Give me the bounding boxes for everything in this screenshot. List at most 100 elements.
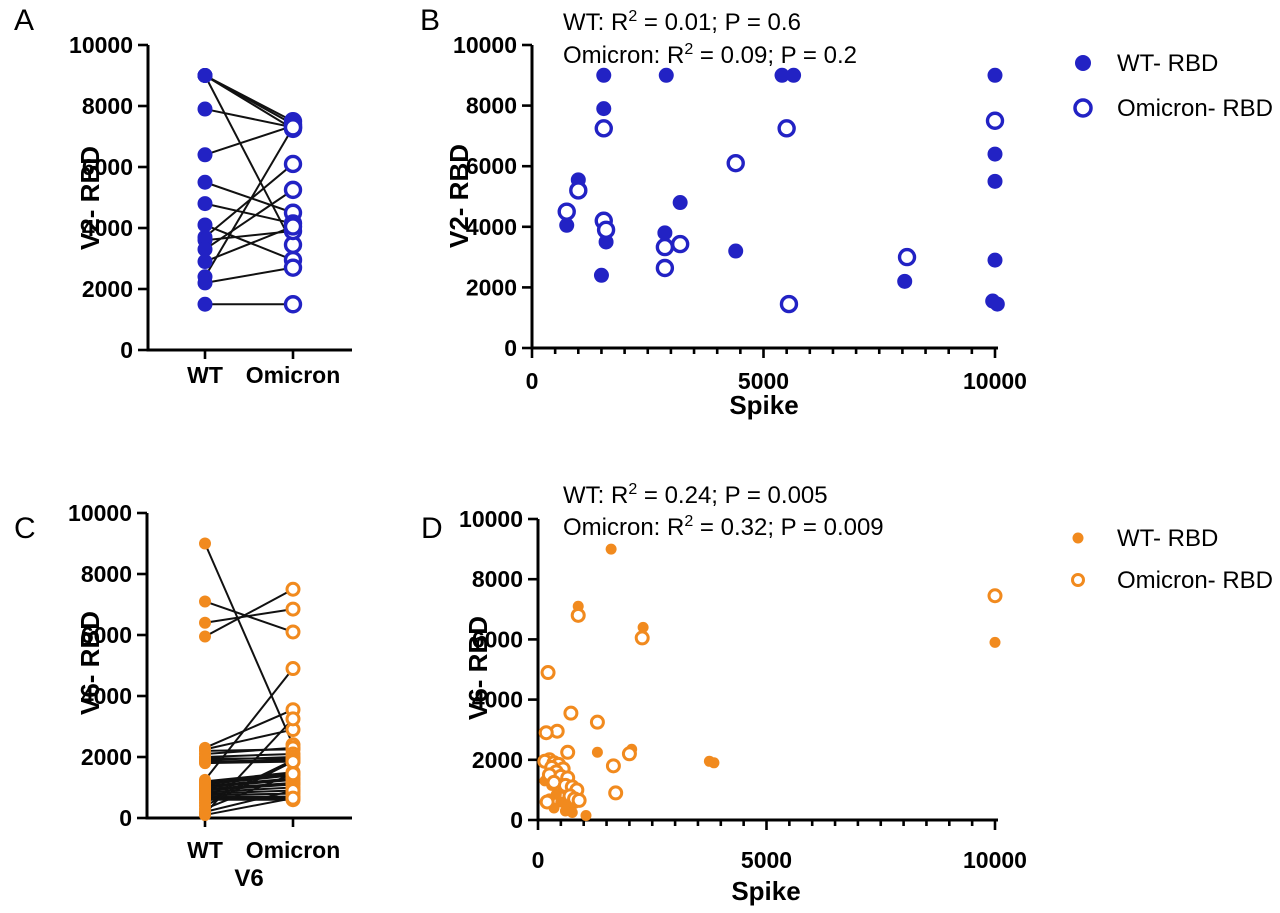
- data-point-wt: [605, 543, 617, 555]
- pair-line: [204, 667, 294, 781]
- data-point-wt: [197, 101, 213, 117]
- data-point-wt: [658, 67, 674, 83]
- pair-line: [204, 708, 294, 749]
- data-point-wt: [197, 254, 213, 270]
- y-tick-label: 4000: [81, 683, 132, 709]
- y-tick-label: 0: [504, 335, 517, 361]
- legend-open-marker: [1073, 98, 1093, 118]
- panel-letter-A: A: [14, 4, 34, 37]
- data-point-omicron: [570, 607, 586, 623]
- y-tick-label: 8000: [472, 566, 523, 592]
- pair-line: [204, 786, 294, 794]
- pair-line: [204, 771, 294, 783]
- data-point-omicron: [605, 758, 621, 774]
- data-point-omicron: [569, 181, 588, 200]
- data-point-omicron: [560, 744, 576, 760]
- pair-line: [204, 608, 294, 624]
- data-point-wt: [199, 616, 211, 629]
- panel-letter-C: C: [14, 512, 36, 545]
- pair-line: [204, 746, 294, 755]
- pair-line: [204, 756, 294, 762]
- stats-annotation: Omicron: R2 = 0.09; P = 0.2: [563, 41, 857, 69]
- pair-line: [204, 543, 294, 746]
- data-point-omicron: [634, 630, 650, 646]
- category-label: WT: [187, 837, 223, 863]
- y-tick-label: 6000: [472, 626, 523, 652]
- data-point-wt: [786, 67, 802, 83]
- data-point-wt: [708, 757, 720, 769]
- y-tick-label: 2000: [82, 276, 133, 302]
- y-tick-label: 8000: [81, 561, 132, 587]
- data-point-omicron: [608, 785, 624, 801]
- data-point-wt: [199, 595, 211, 608]
- data-point-omicron: [726, 153, 745, 173]
- pair-line: [204, 189, 294, 251]
- panel-A: A 0 2000 4000 6000 8000 10000 V2- RBD WT Omicron: [14, 4, 352, 388]
- pair-line: [204, 728, 294, 751]
- data-point-omicron: [596, 220, 616, 240]
- y-tick-label: 8000: [466, 93, 517, 119]
- legend: WT- RBD Omicron- RBD: [1071, 525, 1273, 594]
- data-point-wt: [199, 808, 211, 821]
- data-point-wt: [987, 146, 1003, 162]
- y-tick-label: 4000: [82, 215, 133, 241]
- data-point-omicron: [655, 258, 675, 278]
- y-tick-label: 8000: [82, 93, 133, 119]
- pair-line: [204, 75, 294, 246]
- stats-annotation: WT: R2 = 0.01; P = 0.6: [563, 8, 801, 36]
- data-point-wt: [989, 636, 1001, 648]
- panel-C: C 0 2000 4000 6000 8000 10000 V6- RBD WT OmicronV…: [14, 500, 352, 892]
- data-point-omicron: [283, 295, 303, 314]
- pair-line: [204, 266, 294, 284]
- category-label: WT: [187, 362, 223, 388]
- category-label: Omicron: [246, 362, 341, 388]
- y-tick-label: 2000: [466, 274, 517, 300]
- x-tick-label: 10000: [963, 847, 1027, 873]
- pair-line: [204, 774, 294, 786]
- data-point-omicron: [540, 665, 556, 681]
- data-point-wt: [657, 225, 673, 241]
- legend-label: Omicron- RBD: [1117, 567, 1273, 594]
- data-point-omicron: [621, 746, 637, 762]
- data-point-omicron: [589, 714, 605, 730]
- y-tick-label: 6000: [466, 153, 517, 179]
- pair-line: [204, 752, 294, 758]
- legend-label: Omicron- RBD: [1117, 95, 1273, 122]
- data-point-omicron: [285, 624, 301, 640]
- pair-line: [204, 124, 294, 156]
- data-point-wt: [989, 296, 1005, 312]
- data-point-wt: [197, 296, 213, 312]
- pair-line: [204, 181, 294, 214]
- pair-line: [204, 781, 294, 791]
- data-point-wt: [197, 68, 213, 83]
- pair-line: [204, 772, 294, 810]
- panel-letter-B: B: [420, 4, 440, 37]
- y-tick-label: 6000: [82, 154, 133, 180]
- pair-line: [204, 588, 294, 638]
- pair-line: [204, 789, 294, 813]
- pair-line: [204, 126, 294, 278]
- data-point-omicron: [283, 180, 303, 200]
- data-point-omicron: [283, 258, 303, 277]
- data-point-wt: [197, 241, 213, 257]
- data-point-omicron: [285, 754, 301, 770]
- data-point-wt: [559, 217, 575, 233]
- y-tick-label: 10000: [453, 32, 517, 58]
- data-point-omicron: [285, 581, 301, 597]
- data-point-wt: [593, 267, 609, 283]
- data-point-omicron: [538, 725, 554, 741]
- data-point-omicron: [655, 237, 675, 257]
- data-point-wt: [596, 67, 612, 83]
- data-point-wt: [987, 67, 1003, 83]
- data-point-wt: [199, 537, 211, 550]
- pair-line: [204, 783, 294, 792]
- y-tick-label: 2000: [81, 744, 132, 770]
- x-tick-label: 5000: [741, 847, 792, 873]
- data-point-wt: [637, 621, 649, 633]
- stats-annotation: WT: R2 = 0.24; P = 0.005: [563, 481, 828, 509]
- legend-open-marker: [1071, 573, 1085, 587]
- data-point-wt: [580, 809, 592, 821]
- y-tick-label: 4000: [472, 687, 523, 713]
- category-label: Omicron: [246, 837, 341, 863]
- data-point-wt: [199, 630, 211, 643]
